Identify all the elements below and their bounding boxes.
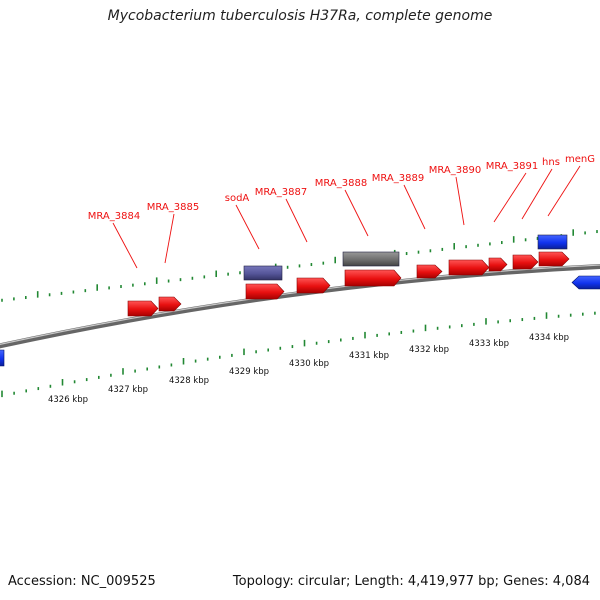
callout-line (285, 198, 308, 243)
gene-arrow-soda (245, 283, 285, 300)
gene-arrow-mra3889 (416, 264, 443, 279)
gene-features (0, 234, 600, 367)
reverse-gene-arrow-left (0, 349, 5, 367)
callout-line (403, 184, 426, 230)
gene-arrow-mra3888 (344, 269, 402, 287)
gene-label: MRA_3887 (255, 187, 307, 198)
map-title: Mycobacterium tuberculosis H37Ra, comple… (107, 8, 493, 24)
kbp-tick-label: 4326 kbp (48, 395, 88, 405)
gene-label: MRA_3885 (147, 202, 199, 213)
gene-label: MRA_3889 (372, 173, 424, 184)
callout-line (112, 222, 138, 269)
kbp-tick-label: 4330 kbp (289, 359, 329, 369)
gene-arrow-meng (538, 251, 570, 267)
gene-arrow-mra3890 (448, 259, 490, 276)
blue-feature-box (537, 234, 568, 250)
gene-label-group: MRA_3884 MRA_3885 sodA MRA_3887 MRA_3888 MRA_… (88, 154, 595, 222)
callout-line (455, 176, 465, 226)
gene-label: MRA_3888 (315, 178, 367, 189)
callout-line (235, 204, 260, 250)
genome-backbone (0, 263, 600, 349)
kbp-tick-label: 4334 kbp (529, 333, 569, 343)
misc-feature-box (243, 265, 283, 281)
inner-tick-ring (1, 311, 596, 398)
kbp-label-group: 4326 kbp 4327 kbp 4328 kbp 4329 kbp 4330 kbp… (48, 333, 569, 405)
kbp-tick-label: 4327 kbp (108, 385, 148, 395)
reverse-gene-arrow (571, 275, 600, 290)
kbp-tick-label: 4333 kbp (469, 339, 509, 349)
gene-label: menG (565, 154, 595, 165)
callout-line (493, 172, 527, 223)
gene-arrow-mra3891 (488, 257, 508, 272)
gene-label: MRA_3890 (429, 165, 481, 176)
genome-backbone-highlight (0, 264, 600, 346)
kbp-tick-label: 4332 kbp (409, 345, 449, 355)
accession-text: Accession: NC_009525 (8, 574, 156, 589)
kbp-tick-label: 4331 kbp (349, 351, 389, 361)
gene-label: sodA (225, 193, 250, 204)
callout-line (521, 168, 553, 220)
kbp-tick-label: 4329 kbp (229, 367, 269, 377)
gene-label: MRA_3891 (486, 161, 538, 172)
pseudo-feature-box (342, 251, 400, 267)
gene-label: hns (542, 157, 560, 168)
gene-arrow-hns (512, 254, 539, 270)
kbp-tick-label: 4328 kbp (169, 376, 209, 386)
callout-line (164, 213, 175, 264)
callout-line (547, 165, 581, 217)
gene-arrow-mra3885 (158, 296, 182, 312)
topology-text: Topology: circular; Length: 4,419,977 bp… (232, 574, 590, 589)
gene-arrow-mra3887 (296, 277, 331, 294)
callout-line (344, 189, 369, 237)
gene-label: MRA_3884 (88, 211, 140, 222)
gene-callout-lines (112, 165, 581, 269)
gene-arrow-mra3884 (127, 300, 159, 317)
